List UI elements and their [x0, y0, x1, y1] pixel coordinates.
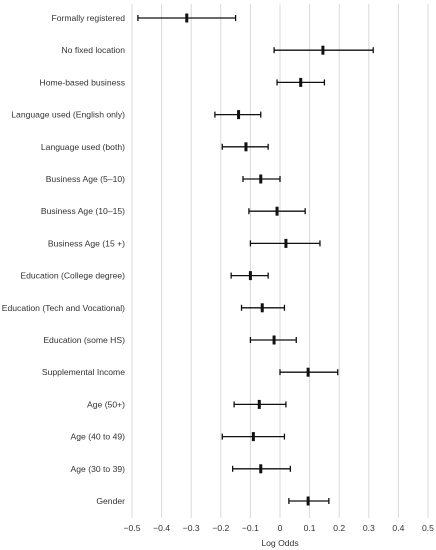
- category-label: Supplemental Income: [42, 367, 125, 377]
- x-tick-label: 0.4: [392, 523, 404, 533]
- grid-lines: [131, 4, 429, 518]
- category-label: Business Age (5–10): [46, 174, 125, 184]
- point-estimate: [244, 142, 248, 152]
- x-tick-label: −0.3: [183, 523, 200, 533]
- point-estimate: [259, 174, 263, 184]
- category-label: Language used (both): [41, 142, 125, 152]
- x-tick-label: 0.2: [333, 523, 345, 533]
- x-tick-label: −0.1: [242, 523, 259, 533]
- category-label: Age (40 to 49): [71, 432, 126, 442]
- category-label: Home-based business: [39, 77, 125, 87]
- point-estimate: [321, 45, 325, 55]
- point-estimate: [299, 77, 303, 87]
- x-tick-label: 0.3: [363, 523, 375, 533]
- point-estimate: [275, 206, 279, 216]
- category-label: Language used (English only): [11, 110, 125, 120]
- point-estimate: [185, 13, 189, 23]
- category-label: Gender: [96, 496, 125, 506]
- point-estimate: [259, 464, 263, 474]
- point-estimate: [306, 367, 310, 377]
- x-tick-label: −0.4: [153, 523, 170, 533]
- category-label: Formally registered: [51, 13, 125, 23]
- category-label: Age (50+): [87, 399, 125, 409]
- point-estimate: [237, 110, 241, 120]
- point-estimate: [306, 496, 310, 506]
- point-estimate: [248, 271, 252, 281]
- point-estimate: [257, 399, 261, 409]
- x-tick-label: 0.1: [304, 523, 316, 533]
- category-label: No fixed location: [61, 45, 125, 55]
- x-tick-label: −0.2: [212, 523, 229, 533]
- category-labels: Formally registered No fixed location Home…: [2, 13, 125, 506]
- x-tick-label: −0.5: [124, 523, 141, 533]
- category-label: Education (College degree): [20, 271, 125, 281]
- x-tick-labels: −0.5 −0.4 −0.3 −0.2 −0.1 0 0.1 0.2 0.3 0.4 0.5: [124, 523, 435, 533]
- point-estimate: [260, 303, 264, 313]
- category-label: Business Age (10–15): [41, 206, 125, 216]
- category-label: Business Age (15 +): [48, 238, 125, 248]
- x-axis-label: Log Odds: [261, 538, 298, 548]
- category-label: Education (Tech and Vocational): [2, 303, 125, 313]
- category-label: Age (30 to 39): [71, 464, 126, 474]
- point-estimate: [284, 238, 288, 248]
- point-estimate: [272, 335, 276, 345]
- x-tick-label: 0: [278, 523, 283, 533]
- error-bars: [137, 13, 374, 506]
- point-estimate: [251, 432, 255, 442]
- category-label: Education (some HS): [43, 335, 125, 345]
- x-tick-label: 0.5: [422, 523, 434, 533]
